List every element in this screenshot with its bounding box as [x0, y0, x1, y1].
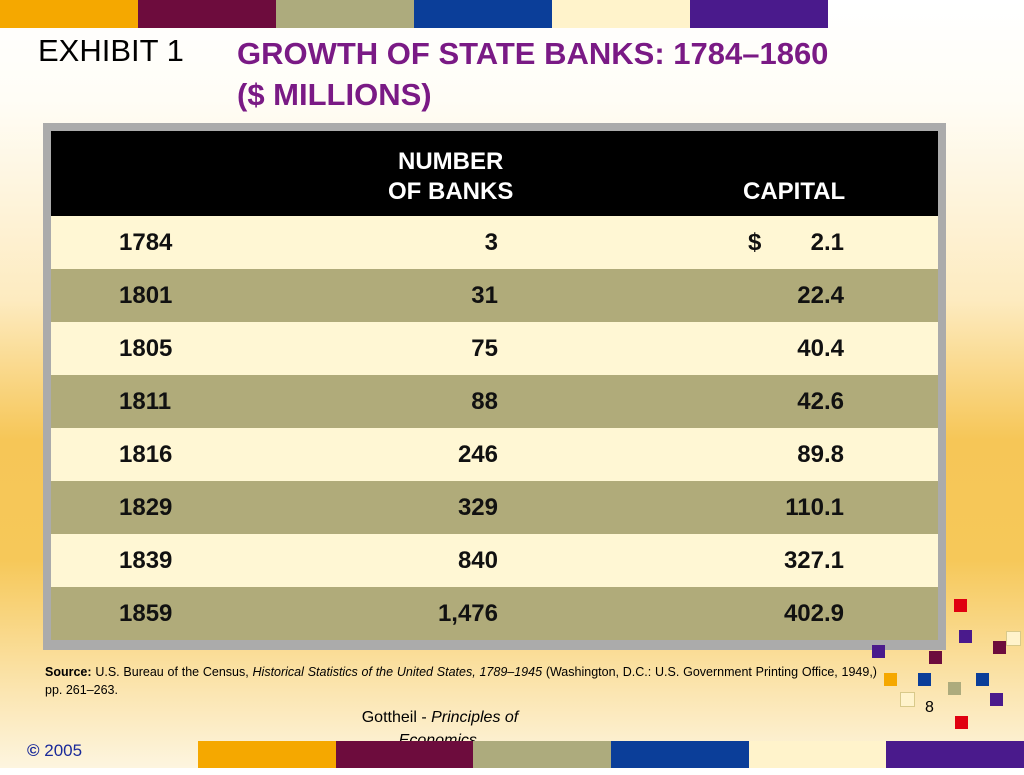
year-cell: 1801 — [119, 282, 173, 309]
decor-bar-segment — [611, 741, 749, 768]
title-line-1: GROWTH OF STATE BANKS: 1784–1860 — [237, 36, 829, 71]
capital-cell: 327.1 — [783, 547, 844, 574]
decor-square — [929, 651, 942, 664]
col-header-banks-line1: NUMBER — [398, 148, 504, 175]
year-cell: 1811 — [119, 388, 172, 415]
table-header: NUMBER OF BANKS CAPITAL — [51, 131, 938, 216]
year-cell: 1784 — [119, 229, 173, 256]
decor-square — [959, 630, 972, 643]
decor-square — [1006, 631, 1021, 646]
table-row: 1829 329 110.1 — [51, 481, 938, 534]
source-text-before: U.S. Bureau of the Census, — [91, 665, 253, 679]
decor-bar-segment — [198, 741, 336, 768]
table-row: 1801 31 22.4 — [51, 269, 938, 322]
col-header-capital: CAPITAL — [743, 178, 846, 205]
capital-cell: 110.1 — [785, 494, 844, 521]
decor-bar-segment — [335, 741, 474, 768]
footer-author: Gottheil - — [361, 709, 432, 726]
year-cell: 1839 — [119, 547, 173, 574]
col-header-banks-line2: OF BANKS — [388, 178, 514, 205]
banks-cell: 75 — [471, 335, 498, 362]
banks-cell: 88 — [471, 388, 498, 415]
banks-cell: 246 — [457, 441, 498, 468]
copyright-symbol: © — [27, 741, 40, 760]
title-line-2: ($ MILLIONS) — [237, 77, 432, 112]
top-decor-bar — [0, 0, 828, 28]
decor-square — [954, 599, 967, 612]
source-label: Source: — [45, 665, 92, 679]
footer-comma: , — [477, 732, 481, 749]
exhibit-label: EXHIBIT 1 — [38, 33, 184, 68]
data-table: NUMBER OF BANKS CAPITAL 1784 3 $2.1 1801 31 2… — [43, 123, 946, 650]
year-cell: 1829 — [119, 494, 173, 521]
table-row: 1784 3 $2.1 — [51, 216, 938, 269]
decor-square — [884, 673, 897, 686]
banks-cell: 1,476 — [437, 600, 498, 627]
banks-cell: 3 — [484, 229, 498, 256]
table-row: 1859 1,476 402.9 — [51, 587, 938, 640]
copyright: © 2005 — [27, 741, 82, 761]
year-cell: 1805 — [119, 335, 173, 362]
banks-cell: 31 — [471, 282, 498, 309]
bottom-decor-bar — [198, 741, 1024, 769]
year-cell: 1859 — [119, 600, 173, 627]
capital-cell: 402.9 — [783, 600, 844, 627]
capital-cell: 2.1 — [810, 229, 844, 256]
banks-cell: 840 — [457, 547, 498, 574]
decor-bar-segment — [414, 0, 552, 28]
decor-square — [918, 673, 931, 686]
decor-bar-segment — [276, 0, 414, 28]
table-row: 1805 75 40.4 — [51, 322, 938, 375]
decor-square — [955, 716, 968, 729]
decor-square — [993, 641, 1006, 654]
source-note: Source: U.S. Bureau of the Census, Histo… — [45, 663, 877, 699]
banks-cell: 329 — [457, 494, 498, 521]
table-row: 1816 246 89.8 — [51, 428, 938, 481]
decor-square — [900, 692, 915, 707]
decor-bar-segment — [748, 741, 887, 768]
decor-bar-segment — [690, 0, 828, 28]
decor-square — [872, 645, 885, 658]
year-cell: 1816 — [119, 441, 173, 468]
decor-square — [976, 673, 989, 686]
table-row: 1811 88 42.6 — [51, 375, 938, 428]
decor-bar-segment — [552, 0, 690, 28]
copyright-year: 2005 — [39, 741, 83, 760]
capital-cell: 22.4 — [797, 282, 844, 309]
source-title: Historical Statistics of the United Stat… — [252, 665, 543, 679]
capital-cell: 40.4 — [797, 335, 844, 362]
capital-cell: 42.6 — [797, 388, 844, 415]
decor-square — [948, 682, 961, 695]
source-text-after: (Washington, D.C.: U.S. Government Print… — [45, 665, 877, 697]
decor-square — [990, 693, 1003, 706]
dollar-sign-cell: $ — [748, 229, 762, 256]
page-number: 8 — [925, 699, 934, 716]
decor-bar-segment — [0, 0, 138, 28]
decor-bar-segment — [473, 741, 612, 768]
decor-bar-segment — [886, 741, 1024, 768]
decor-bar-segment — [138, 0, 276, 28]
capital-cell: 89.8 — [797, 441, 844, 468]
table-row: 1839 840 327.1 — [51, 534, 938, 587]
page-title: GROWTH OF STATE BANKS: 1784–1860 ($ MILL… — [237, 33, 828, 115]
